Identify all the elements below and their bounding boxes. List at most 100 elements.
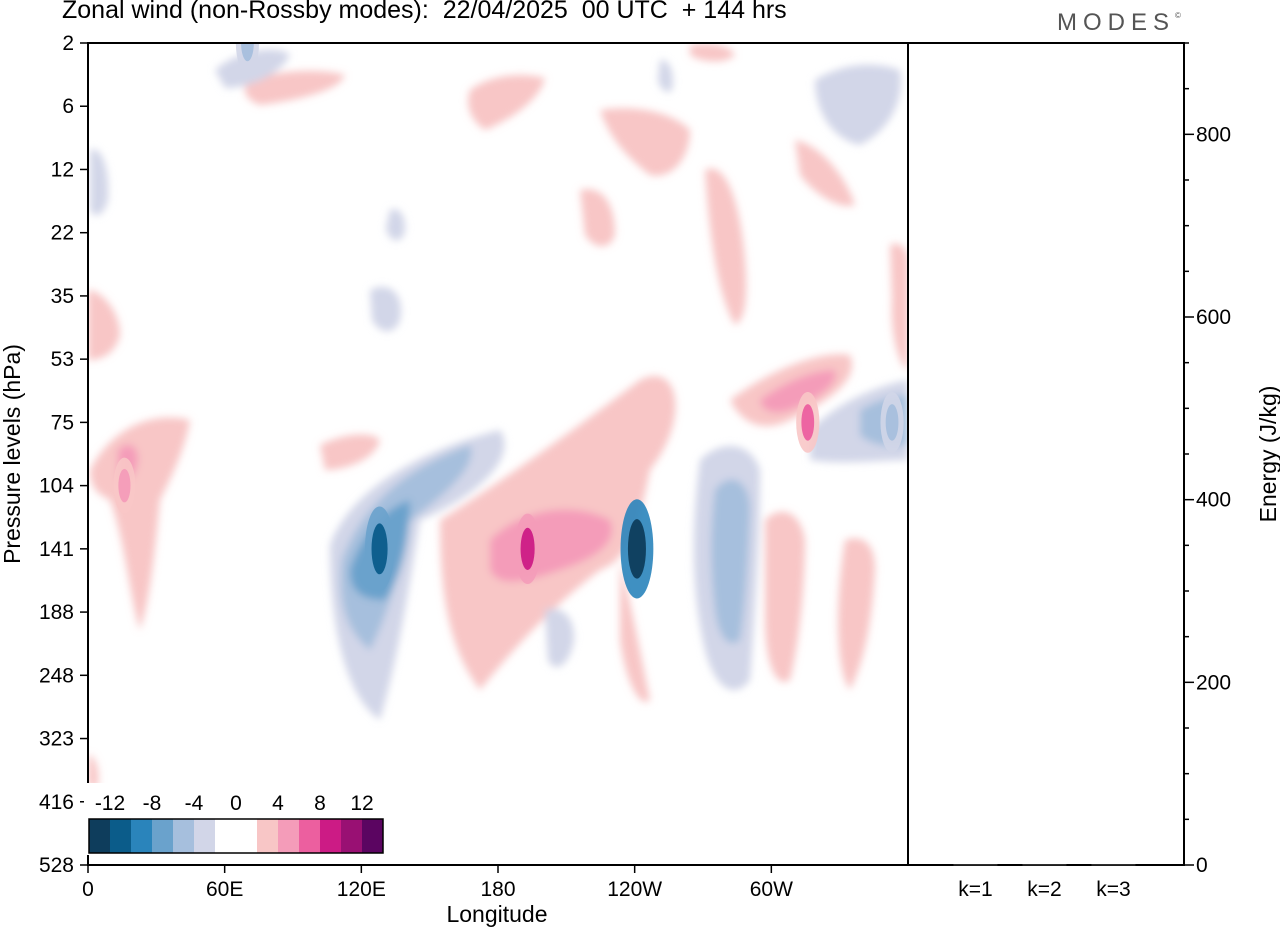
y-tick-label-10: 188 — [39, 601, 74, 624]
energy-axis: 0 200 400 600 800 — [1184, 42, 1231, 877]
x-tick-label-4: 180 — [480, 878, 515, 901]
x-tick-label-5: 120W — [607, 878, 662, 901]
colorbar-swatch-6 — [194, 819, 215, 853]
chart-title: Zonal wind (non-Rossby modes): 22/04/202… — [62, 0, 787, 24]
colorbar-swatch-4 — [152, 819, 173, 853]
colorbar: -12 -8 -4 0 4 8 12 — [84, 783, 384, 855]
x-tick-label-3: 120E — [337, 878, 386, 901]
field-region-34 — [88, 755, 99, 789]
logo-text: MODES — [1057, 9, 1176, 36]
colorbar-swatch-7 — [215, 819, 236, 853]
field-region-33 — [658, 59, 673, 92]
field-region-12 — [760, 370, 836, 413]
modes-logo: MODES© — [1057, 9, 1181, 37]
colorbar-swatch-13 — [341, 819, 362, 853]
energy-category-label-1: k=1 — [958, 878, 992, 901]
field-region-29 — [580, 189, 615, 247]
colorbar-label-1: -12 — [95, 792, 125, 815]
y-tick-label-1: 2 — [62, 32, 74, 55]
y-tick-label-11: 248 — [39, 664, 74, 687]
feature-core-7 — [241, 43, 254, 62]
colorbar-swatch-12 — [320, 819, 341, 853]
field-region-23 — [795, 140, 855, 206]
colorbar-swatch-1 — [89, 819, 110, 853]
colorbar-label-7: 12 — [350, 792, 373, 815]
colorbar-swatch-8 — [236, 819, 257, 853]
y-tick-label-5: 35 — [51, 285, 74, 308]
energy-tick-label-5: 800 — [1196, 123, 1231, 146]
feature-core-3 — [520, 527, 535, 570]
field-region-26 — [370, 286, 401, 332]
x-tick-label-6: 60W — [750, 878, 793, 901]
energy-tick-label-3: 400 — [1196, 489, 1231, 512]
field-region-15 — [90, 417, 190, 630]
feature-core-4 — [801, 404, 815, 441]
colorbar-frame — [88, 818, 384, 854]
field-region-31 — [545, 608, 575, 668]
feature-core-1 — [371, 523, 388, 575]
heatmap-features — [113, 43, 904, 599]
field-region-22 — [705, 168, 747, 325]
field-region-5 — [620, 560, 650, 702]
feature-core-2 — [627, 519, 646, 579]
heatmap-field — [88, 43, 908, 789]
y-tick-label-13: 416 — [39, 791, 74, 814]
colorbar-swatch-9 — [257, 819, 278, 853]
y-tick-label-14: 528 — [39, 854, 74, 877]
field-region-8 — [711, 479, 750, 644]
colorbar-label-4: 0 — [230, 792, 242, 815]
field-region-21 — [600, 108, 690, 176]
colorbar-label-5: 4 — [272, 792, 284, 815]
energy-bars: k=1 k=2 k=3 — [953, 864, 1136, 901]
field-region-30 — [320, 434, 380, 470]
colorbar-label-2: -8 — [143, 792, 162, 815]
colorbar-swatch-11 — [299, 819, 320, 853]
y-tick-label-12: 323 — [39, 728, 74, 751]
x-axis: 0 60E 120E 180 120W 60W — [82, 865, 793, 901]
y-tick-label-3: 12 — [51, 158, 74, 181]
x-tick-label-2: 60E — [206, 878, 243, 901]
field-region-10 — [838, 538, 875, 690]
energy-axis-title: Energy (J/kg) — [1255, 386, 1280, 523]
feature-core-6 — [885, 404, 899, 441]
energy-bar-1 — [953, 864, 998, 866]
colorbar-label-3: -4 — [185, 792, 204, 815]
field-region-25 — [90, 149, 109, 216]
energy-bar-3 — [1091, 864, 1136, 866]
field-region-16 — [88, 290, 120, 360]
energy-frame — [907, 42, 1185, 866]
colorbar-swatch-14 — [362, 819, 383, 853]
energy-tick-label-2: 200 — [1196, 671, 1231, 694]
x-tick-label-1: 0 — [82, 878, 94, 901]
field-region-28 — [468, 75, 545, 130]
y-axis: 2 6 12 22 35 53 75 104 141 188 248 323 416 528 — [39, 32, 88, 877]
colorbar-swatch-3 — [131, 819, 152, 853]
feature-core-5 — [118, 468, 131, 503]
energy-tick-label-4: 600 — [1196, 306, 1231, 329]
colorbar-swatch-5 — [173, 819, 194, 853]
y-tick-label-6: 53 — [51, 348, 74, 371]
field-region-32 — [890, 243, 908, 370]
field-region-27 — [386, 209, 406, 241]
y-tick-label-8: 104 — [39, 475, 74, 498]
y-tick-label-2: 6 — [62, 95, 74, 118]
y-tick-label-9: 141 — [39, 538, 74, 561]
logo-mark: © — [1175, 11, 1181, 20]
energy-bar-2 — [1022, 864, 1067, 866]
colorbar-label-6: 8 — [314, 792, 326, 815]
energy-category-label-3: k=3 — [1096, 878, 1130, 901]
x-axis-title: Longitude — [446, 901, 547, 927]
field-region-24 — [815, 64, 901, 145]
field-region-1 — [330, 430, 505, 720]
energy-tick-label-1: 0 — [1196, 854, 1208, 877]
y-axis-title: Pressure levels (hPa) — [0, 344, 25, 564]
y-tick-label-4: 22 — [51, 222, 74, 245]
field-region-18 — [244, 70, 345, 105]
field-region-9 — [765, 511, 805, 682]
colorbar-swatch-2 — [110, 819, 131, 853]
energy-category-label-2: k=2 — [1027, 878, 1061, 901]
y-tick-label-7: 75 — [51, 411, 74, 434]
colorbar-swatch-10 — [278, 819, 299, 853]
field-region-20 — [690, 43, 735, 62]
